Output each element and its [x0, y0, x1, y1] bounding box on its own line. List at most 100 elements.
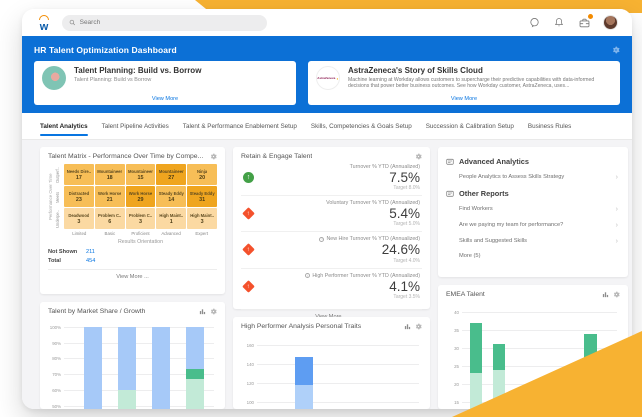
y-tick-label: 35	[454, 328, 459, 334]
bar-segment[interactable]	[118, 326, 136, 390]
stat-value[interactable]: 211	[86, 249, 95, 255]
bar-segment[interactable]	[185, 326, 204, 370]
bar-segment[interactable]	[83, 326, 102, 409]
report-link-skills-and-suggested-skills[interactable]: Skills and Suggested Skills ›	[446, 233, 620, 249]
reports-panel: Advanced Analytics People Analytics to As…	[446, 153, 620, 259]
bar-segment[interactable]	[118, 390, 136, 409]
matrix-cell-name: Mountaineer	[128, 168, 153, 174]
card-settings-icon[interactable]	[210, 153, 217, 160]
info-icon[interactable]: i	[305, 273, 311, 279]
announcement-subtitle: Talent Planning: Build vs Borrow	[74, 76, 152, 83]
view-more-link[interactable]: View More ...	[48, 269, 217, 280]
section-header-advanced-analytics: Advanced Analytics	[446, 153, 620, 169]
more-reports-link[interactable]: More (5)	[459, 253, 481, 259]
matrix-cell-work-horse[interactable]: Work Horse 29	[125, 186, 156, 207]
tab-business-rules[interactable]: Business Rules	[527, 122, 572, 130]
search-input[interactable]	[79, 19, 260, 26]
tab-skills-competencies-goals-setup[interactable]: Skills, Competencies & Goals Setup	[310, 122, 412, 130]
chart-filter-icon[interactable]	[199, 308, 206, 315]
kpi-row-voluntary-turnover-ytd-annualized[interactable]: ↑ Voluntary Turnover % YTD (Annualized) 5.…	[241, 196, 422, 233]
matrix-cell-steady-eddy[interactable]: Steady Eddy 14	[156, 186, 187, 207]
kpi-row-new-hire-turnover-ytd-annualized[interactable]: ↑ i New Hire Turnover % YTD (Annualized) 24…	[241, 232, 422, 269]
matrix-cell-count: 27	[168, 174, 175, 181]
topbar-actions	[528, 12, 618, 30]
report-link-people-analytics-to-assess-skills-strategy[interactable]: People Analytics to Assess Skills Strate…	[446, 169, 620, 185]
card-settings-icon[interactable]	[210, 308, 217, 315]
workday-logo[interactable]: w	[36, 14, 52, 32]
matrix-stats: Not Shown 211 Total 454	[48, 249, 217, 264]
stat-label: Total	[48, 258, 61, 264]
matrix-cell-problem-c[interactable]: Problem C.. 6	[94, 208, 125, 229]
tab-talent-analytics[interactable]: Talent Analytics	[40, 113, 88, 139]
gridline: 30	[454, 346, 617, 351]
kpi-list: ↑ Turnover % YTD (Annualized) 7.5% Target 8…	[241, 160, 422, 304]
card-settings-icon[interactable]	[613, 291, 620, 298]
y-tick-label: 80%	[52, 356, 61, 362]
high-performer-chart: 160 140 120 100	[241, 335, 422, 409]
matrix-cell-name: Deadwood	[68, 212, 90, 218]
view-more-link[interactable]: View More	[151, 96, 179, 102]
global-search[interactable]	[62, 14, 267, 31]
info-icon[interactable]: i	[319, 236, 325, 242]
card-title: Retain & Engage Talent	[241, 153, 313, 160]
matrix-cell-high-maint[interactable]: High Maint.. 1	[156, 208, 187, 229]
bar-segment[interactable]	[469, 322, 483, 374]
y-tick-label: 90%	[52, 340, 61, 346]
matrix-cell-mountaineer[interactable]: Mountaineer 18	[94, 164, 125, 185]
kpi-row-high-performer-turnover-ytd-annualized[interactable]: ↑ i High Performer Turnover % YTD (Annuali…	[241, 269, 422, 304]
y-tick-label: 50%	[52, 403, 61, 409]
bar-segment[interactable]	[295, 357, 313, 385]
profile-avatar[interactable]	[603, 15, 618, 30]
matrix-cell-distracted[interactable]: Distracted 23	[64, 186, 94, 207]
matrix-cell-count: 23	[75, 196, 82, 203]
bar-segment[interactable]	[151, 326, 170, 409]
matrix-col-label: Advanced	[161, 231, 181, 236]
bar-segment[interactable]	[295, 385, 313, 409]
matrix-cell-name: High Maint..	[159, 212, 184, 218]
matrix-cell-count: 18	[106, 174, 113, 181]
kpi-body: Voluntary Turnover % YTD (Annualized) 5.4…	[254, 200, 420, 227]
matrix-row-label: Outperf..	[55, 167, 60, 183]
bar-segment[interactable]	[493, 344, 506, 370]
chart-filter-icon[interactable]	[404, 323, 411, 330]
report-link-find-workers[interactable]: Find Workers ›	[446, 201, 620, 217]
matrix-cell-problem-c[interactable]: Problem C.. 3	[125, 208, 156, 229]
y-tick-label: 120	[246, 381, 254, 387]
tab-talent-performance-enablement-setup[interactable]: Talent & Performance Enablement Setup	[182, 122, 297, 130]
card-settings-icon[interactable]	[415, 323, 422, 330]
kpi-value: 4.1%	[389, 278, 420, 294]
stat-value[interactable]: 454	[86, 258, 96, 264]
dashboard-banner: HR Talent Optimization Dashboard Talent …	[22, 36, 632, 113]
kpi-label: Turnover % YTD (Annualized)	[349, 164, 420, 170]
chat-icon[interactable]	[528, 17, 540, 29]
matrix-cell-count: 29	[137, 196, 144, 203]
matrix-cell-steady-eddy[interactable]: Steady Eddy 31	[187, 186, 217, 207]
matrix-cell-ninja[interactable]: Ninja 20	[187, 164, 217, 185]
notifications-icon[interactable]	[553, 17, 565, 29]
report-link-are-we-paying-my-team-for-performance[interactable]: Are we paying my team for performance? ›	[446, 217, 620, 233]
view-more-link[interactable]: View More ...	[241, 308, 422, 320]
matrix-cell-high-maint[interactable]: High Maint.. 3	[187, 208, 217, 229]
matrix-cell-work-horse[interactable]: Work Horse 21	[94, 186, 125, 207]
matrix-cell-mountaineer[interactable]: Mountaineer 27	[156, 164, 187, 185]
bar-segment[interactable]	[469, 373, 483, 409]
tab-succession-calibration-setup[interactable]: Succession & Calibration Setup	[425, 122, 514, 130]
gear-icon	[210, 308, 217, 315]
bar-segment[interactable]	[185, 378, 204, 409]
matrix-cell-mountaineer[interactable]: Mountaineer 15	[125, 164, 156, 185]
bar-segment[interactable]	[185, 369, 204, 379]
inbox-icon[interactable]	[578, 12, 594, 29]
matrix-cell-needs-dire[interactable]: Needs Dire.. 17	[64, 164, 94, 185]
announcement-card-astrazeneca[interactable]: AstraZeneca ◗ AstraZeneca's Story of Skil…	[308, 61, 620, 105]
dashboard-settings-icon[interactable]	[612, 46, 620, 54]
kpi-row-turnover-ytd-annualized[interactable]: ↑ Turnover % YTD (Annualized) 7.5% Target 8…	[241, 160, 422, 197]
tab-talent-pipeline-activities[interactable]: Talent Pipeline Activities	[101, 122, 169, 130]
matrix-cell-deadwood[interactable]: Deadwood 3	[64, 208, 94, 229]
view-more-link[interactable]: View More	[450, 96, 478, 102]
announcement-description: Machine learning at Workday allows custo…	[348, 76, 595, 90]
chart-filter-icon[interactable]	[602, 291, 609, 298]
matrix-cell-name: Mountaineer	[158, 168, 184, 174]
y-tick-label: 20	[454, 381, 459, 387]
announcement-card-talent-planning[interactable]: Talent Planning: Build vs. Borrow Talent…	[34, 61, 296, 105]
card-settings-icon[interactable]	[415, 153, 422, 160]
